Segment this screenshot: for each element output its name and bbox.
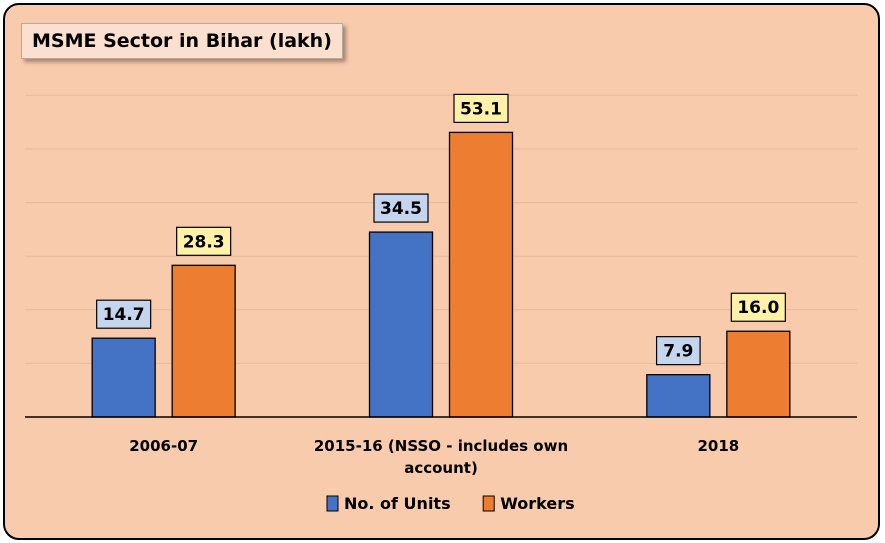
legend-swatch	[482, 495, 495, 512]
bar	[91, 337, 156, 418]
x-tick-label: account)	[404, 459, 478, 477]
data-label-box	[730, 292, 786, 322]
data-label: 53.1	[460, 99, 502, 119]
bar	[171, 264, 236, 418]
bar	[726, 330, 791, 418]
legend-label: No. of Units	[344, 494, 451, 513]
data-label: 7.9	[663, 342, 693, 362]
legend-label: Workers	[500, 494, 574, 513]
data-label: 14.7	[103, 305, 145, 325]
chart-title: MSME Sector in Bihar (lakh)	[21, 23, 343, 59]
bar-chart: 14.7 28.3 2006-07 34.5 53.1 2015-16 (NSSO - i…	[25, 93, 857, 513]
data-label: 16.0	[737, 298, 779, 318]
x-tick-label: 2018	[697, 437, 739, 455]
data-label-box	[373, 193, 429, 223]
data-label-box	[453, 93, 509, 123]
data-label-box	[655, 336, 701, 366]
x-tick-label: 2006-07	[129, 437, 198, 455]
legend-swatch	[326, 495, 339, 512]
x-tick-label: 2015-16 (NSSO - includes own	[314, 437, 568, 455]
bar	[448, 131, 514, 418]
bar	[368, 231, 434, 418]
data-label: 34.5	[380, 199, 422, 219]
bar	[646, 374, 711, 418]
data-label-box	[96, 299, 152, 329]
data-label: 28.3	[183, 232, 225, 252]
data-label-box	[176, 226, 232, 256]
chart-card: MSME Sector in Bihar (lakh) 14.7 28.3 2006…	[3, 3, 880, 540]
